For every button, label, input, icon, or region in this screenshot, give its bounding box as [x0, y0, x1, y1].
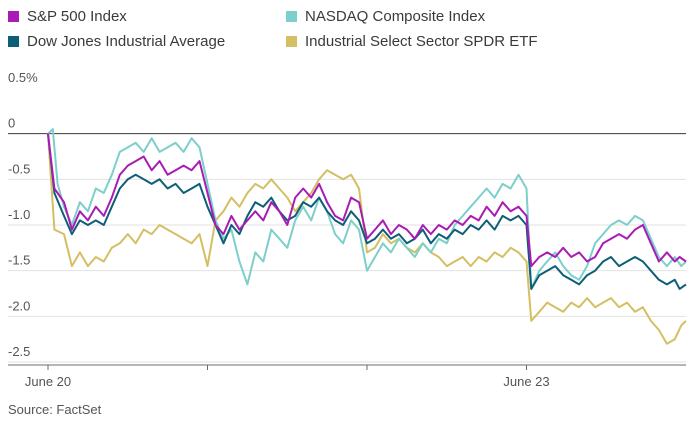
y-tick-label: 0	[8, 116, 15, 131]
y-tick-label: -2.0	[8, 298, 30, 313]
legend-item-nasdaq: NASDAQ Composite Index	[286, 8, 485, 25]
legend-swatch-sp500	[8, 11, 19, 22]
series-line-s-p-500-index	[47, 133, 687, 268]
y-tick-label: 0.5%	[8, 70, 38, 85]
x-axis: June 20 June 23	[8, 364, 686, 389]
source-note: Source: FactSet	[8, 402, 102, 417]
grid	[8, 133, 686, 363]
legend-item-dow: Dow Jones Industrial Average	[8, 33, 225, 50]
legend-label-nasdaq: NASDAQ Composite Index	[305, 8, 486, 25]
series-lines	[47, 128, 687, 345]
series-line-dow-jones-industrial-average	[47, 133, 687, 290]
legend-swatch-dow	[8, 36, 19, 47]
series-line-industrial-select-sector-spdr-etf	[47, 133, 687, 345]
y-tick-label: -1.0	[8, 207, 30, 222]
y-tick-label: -1.5	[8, 253, 30, 268]
legend-swatch-industrial	[286, 36, 297, 47]
legend-item-industrial: Industrial Select Sector SPDR ETF	[286, 33, 538, 50]
legend-label-sp500: S&P 500 Index	[27, 8, 127, 25]
series-line-nasdaq-composite-index	[47, 128, 687, 290]
y-tick-label: -2.5	[8, 344, 30, 359]
legend-label-dow: Dow Jones Industrial Average	[27, 33, 226, 50]
legend-item-sp500: S&P 500 Index	[8, 8, 127, 25]
legend: S&P 500 Index NASDAQ Composite Index Dow…	[8, 6, 688, 56]
x-tick-label: June 20	[25, 374, 71, 389]
legend-label-industrial: Industrial Select Sector SPDR ETF	[305, 33, 538, 50]
y-axis-ticks: 0.5% 0 -0.5 -1.0 -1.5 -2.0 -2.5	[8, 70, 38, 359]
y-tick-label: -0.5	[8, 161, 30, 176]
legend-swatch-nasdaq	[286, 11, 297, 22]
x-tick-label: June 23	[503, 374, 549, 389]
